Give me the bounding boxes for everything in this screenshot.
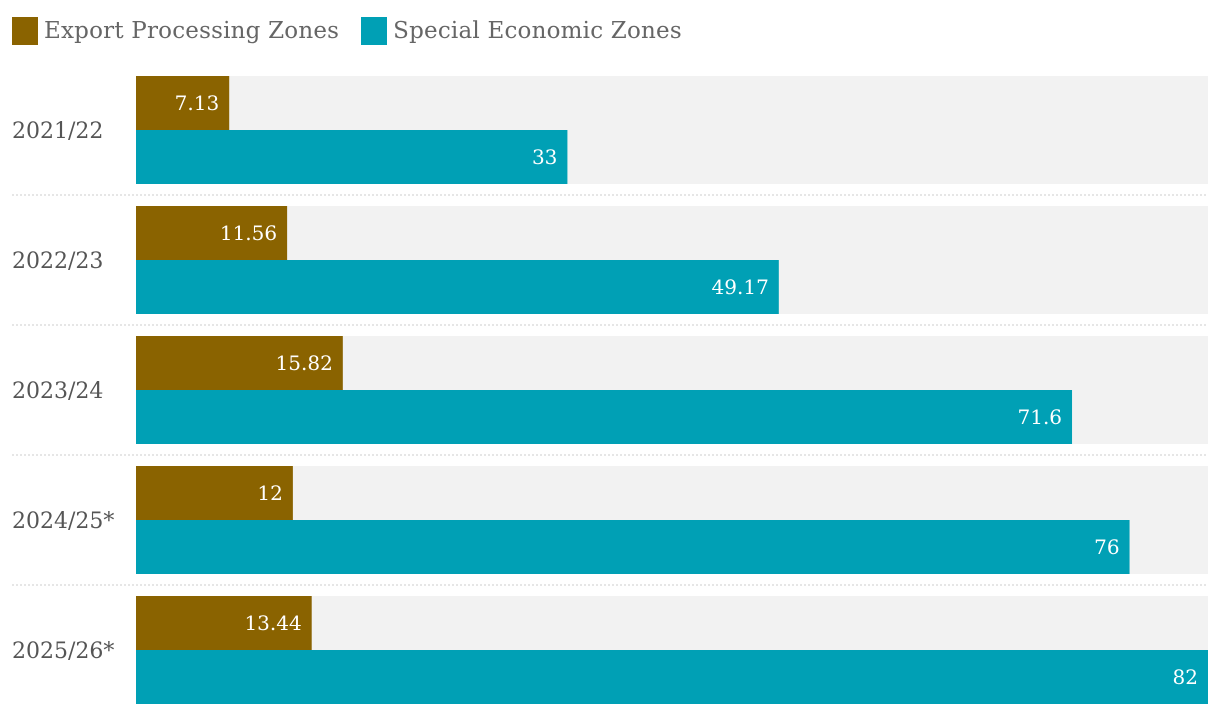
bar-value-label: 7.13 bbox=[175, 91, 220, 115]
bar bbox=[136, 650, 1208, 704]
bar bbox=[136, 76, 230, 130]
bar-value-label: 13.44 bbox=[244, 611, 301, 635]
category-label: 2023/24 bbox=[12, 379, 103, 404]
bar-value-label: 71.6 bbox=[1018, 405, 1063, 429]
bar-value-label: 12 bbox=[257, 481, 282, 505]
bar-value-label: 33 bbox=[532, 145, 557, 169]
legend-label-special-economic-zones: Special Economic Zones bbox=[393, 18, 682, 44]
legend-item-export-processing-zones: Export Processing Zones bbox=[12, 17, 339, 45]
bar bbox=[136, 596, 312, 650]
legend-swatch-export-processing-zones bbox=[12, 17, 38, 45]
category-label: 2021/22 bbox=[12, 119, 103, 144]
category-label: 2024/25* bbox=[12, 509, 114, 534]
legend-item-special-economic-zones: Special Economic Zones bbox=[361, 17, 682, 45]
legend: Export Processing Zones Special Economic… bbox=[12, 16, 682, 46]
legend-swatch-special-economic-zones bbox=[361, 17, 388, 45]
bar bbox=[136, 260, 779, 314]
bar-value-label: 82 bbox=[1173, 665, 1198, 689]
bar-value-label: 15.82 bbox=[276, 351, 333, 375]
bar-value-label: 11.56 bbox=[220, 221, 277, 245]
bar bbox=[136, 336, 343, 390]
category-label: 2022/23 bbox=[12, 249, 103, 274]
bar bbox=[136, 206, 288, 260]
bar bbox=[136, 466, 293, 520]
bar bbox=[136, 520, 1130, 574]
category-label: 2025/26* bbox=[12, 639, 114, 664]
bar bbox=[136, 390, 1073, 444]
bar-value-label: 49.17 bbox=[712, 275, 769, 299]
bar bbox=[136, 130, 568, 184]
legend-label-export-processing-zones: Export Processing Zones bbox=[44, 18, 340, 44]
bar-value-label: 76 bbox=[1094, 535, 1119, 559]
